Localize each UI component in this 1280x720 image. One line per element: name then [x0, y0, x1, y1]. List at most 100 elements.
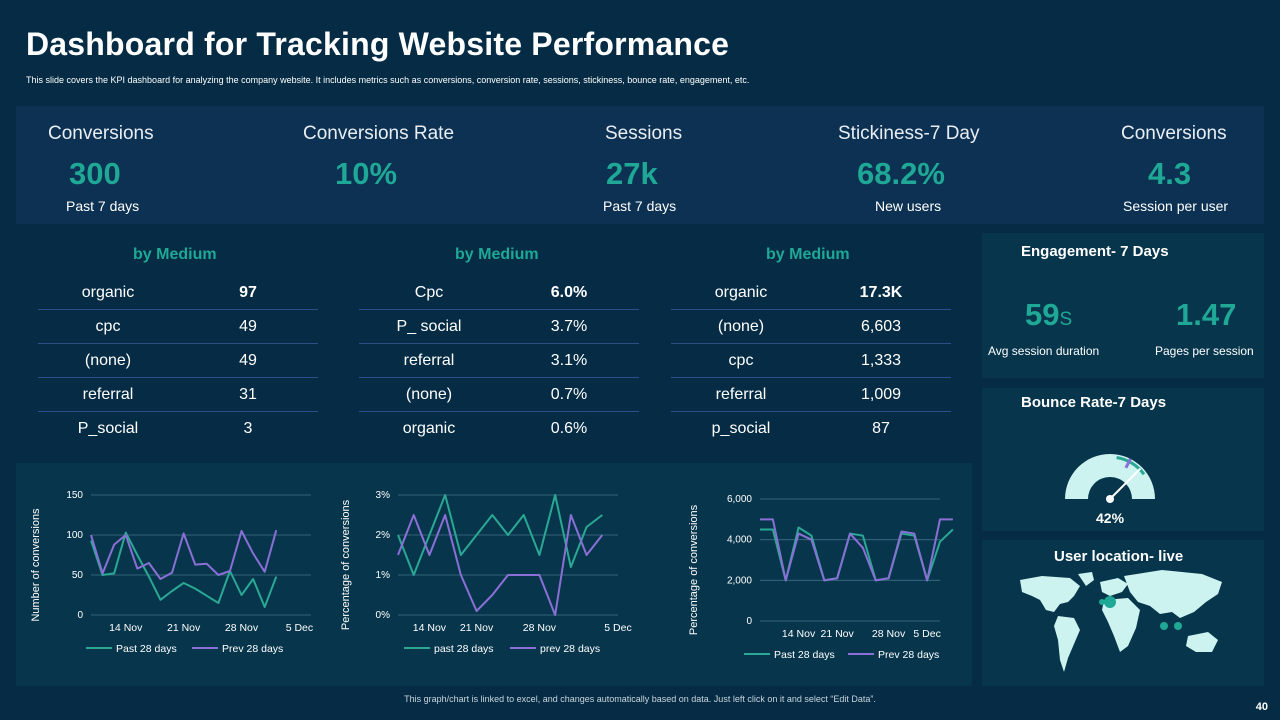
x-tick-label: 14 Nov — [109, 622, 143, 634]
table-conversions-by-medium: organic 97 cpc 49 (none) 49 referral 31 P_so… — [38, 276, 318, 445]
greenland-shape — [1078, 572, 1094, 586]
table-cell: (none) — [671, 309, 811, 344]
gauge-track — [1065, 454, 1155, 499]
location-marker-asia-small — [1174, 622, 1182, 630]
gauge-pivot — [1106, 495, 1114, 503]
page-number: 40 — [1255, 701, 1268, 713]
table-cell: 1,333 — [811, 343, 951, 378]
bounce-rate-gauge — [1065, 454, 1155, 503]
table-row: P_social 3 — [38, 412, 318, 446]
duration-number: 59 — [1025, 297, 1060, 332]
y-tick-label: 2,000 — [727, 575, 752, 586]
table-row: organic 97 — [38, 276, 318, 310]
sessions-line-chart: 0 2,000 4,000 6,000 14 Nov 21 Nov 28 Nov 5 Dec P… — [688, 494, 954, 661]
table-cell: 97 — [178, 276, 318, 310]
table-row: cpc 1,333 — [671, 343, 951, 378]
table-row: referral 1,009 — [671, 377, 951, 412]
chart-panel: 0 50 100 150 14 Nov 21 Nov 28 Nov 5 Dec Number o… — [16, 463, 972, 686]
table-row: referral 31 — [38, 377, 318, 412]
kpi-value: 27k — [606, 156, 658, 191]
asia-shape — [1124, 570, 1222, 618]
table-cell: cpc — [671, 343, 811, 378]
avg-session-duration-label: Avg session duration — [988, 344, 1100, 358]
table-sessions-by-medium: organic 17.3K (none) 6,603 cpc 1,333 referr… — [671, 276, 951, 445]
table-row: cpc 49 — [38, 309, 318, 344]
page-subtitle: This slide covers the KPI dashboard for … — [26, 75, 750, 85]
kpi-value: 10% — [335, 156, 398, 191]
legend-label: prev 28 days — [540, 643, 600, 655]
x-tick-label: 5 Dec — [604, 622, 631, 634]
table-title-conversions: by Medium — [133, 246, 217, 263]
kpi-sub: Session per user — [1123, 198, 1229, 214]
kpi-panel: Conversions 300 Past 7 days Conversions … — [16, 106, 1264, 224]
table-row: (none) 6,603 — [671, 309, 951, 344]
y-axis-label: Number of conversions — [30, 508, 42, 622]
table-cell: organic — [402, 419, 456, 437]
duration-unit: S — [1059, 309, 1073, 330]
y-tick-label: 2% — [376, 530, 391, 541]
legend-label: Prev 28 days — [878, 649, 939, 661]
series-line-prev — [397, 514, 604, 616]
kpi-session-per-user: Conversions 4.3 Session per user — [1121, 106, 1280, 224]
footer-note: This graph/chart is linked to excel, and… — [404, 694, 876, 704]
table-row: (none) 0.7% — [359, 377, 639, 412]
australia-shape — [1186, 632, 1218, 652]
legend-label: Prev 28 days — [222, 643, 283, 655]
table-cell: cpc — [38, 309, 178, 344]
table-row: p_social 87 — [671, 412, 951, 446]
table-row: organic 17.3K — [671, 276, 951, 310]
table-row: referral 3.1% — [359, 343, 639, 378]
south-america-shape — [1054, 616, 1080, 672]
x-tick-label: 5 Dec — [913, 628, 940, 640]
y-tick-label: 100 — [66, 530, 83, 541]
kpi-label: Sessions — [605, 123, 683, 144]
y-axis-label: Percentage of conversions — [688, 504, 700, 635]
kpi-sub: New users — [875, 198, 942, 214]
pages-per-session-label: Pages per session — [1155, 344, 1254, 358]
series-line-past — [90, 531, 278, 608]
location-marker-europe-small — [1099, 599, 1105, 605]
table-cell: 31 — [178, 377, 318, 412]
table-cell: referral — [38, 377, 178, 412]
gauge-fill — [1116, 456, 1146, 476]
north-america-shape — [1020, 576, 1080, 612]
legend-label: past 28 days — [434, 643, 494, 655]
kpi-sub: Past 7 days — [603, 198, 677, 214]
table-cell: 3.7% — [499, 309, 639, 344]
bounce-rate-title: Bounce Rate-7 Days — [1021, 394, 1167, 411]
y-tick-label: 150 — [66, 490, 83, 501]
gauge-needle — [1109, 467, 1142, 500]
location-marker-asia — [1160, 622, 1168, 630]
table-cell: Cpc — [359, 276, 499, 310]
table-conversion-rate-by-medium: Cpc 6.0% P_ social 3.7% referral 3.1% (none… — [359, 276, 639, 445]
table-row: Cpc 6.0% — [359, 276, 639, 310]
y-tick-label: 4,000 — [727, 535, 752, 546]
engagement-panel: Engagement- 7 Days 59S Avg session durat… — [982, 233, 1264, 378]
y-tick-label: 3% — [376, 490, 391, 501]
kpi-label: Stickiness-7 Day — [838, 123, 980, 144]
pages-per-session-value: 1.47 — [1176, 297, 1237, 332]
table-title-conversion-rate: by Medium — [455, 246, 539, 263]
page-title: Dashboard for Tracking Website Performan… — [26, 26, 730, 62]
table-cell: P_ social — [359, 309, 499, 344]
table-cell: referral — [359, 343, 499, 378]
kpi-sub: Past 7 days — [66, 198, 140, 214]
table-cell: 0.7% — [499, 377, 639, 412]
table-row: organic 0.6% — [359, 412, 639, 446]
kpi-stickiness: Stickiness-7 Day 68.2% New users — [838, 106, 1058, 224]
table-cell: (none) — [38, 343, 178, 378]
table-cell: 49 — [178, 309, 318, 344]
table-cell: 3.1% — [499, 343, 639, 378]
kpi-label: Conversions Rate — [303, 123, 455, 144]
kpi-label: Conversions — [48, 123, 154, 144]
engagement-title: Engagement- 7 Days — [1021, 243, 1169, 260]
location-marker-europe — [1104, 596, 1116, 608]
y-tick-label: 0% — [376, 610, 391, 621]
table-cell: 49 — [178, 343, 318, 378]
x-tick-label: 28 Nov — [872, 628, 906, 640]
y-tick-label: 6,000 — [727, 494, 752, 505]
series-line-past — [397, 494, 603, 576]
y-axis-label: Percentage of conversions — [340, 499, 352, 630]
x-tick-label: 21 Nov — [821, 628, 855, 640]
legend-label: Past 28 days — [774, 649, 835, 661]
